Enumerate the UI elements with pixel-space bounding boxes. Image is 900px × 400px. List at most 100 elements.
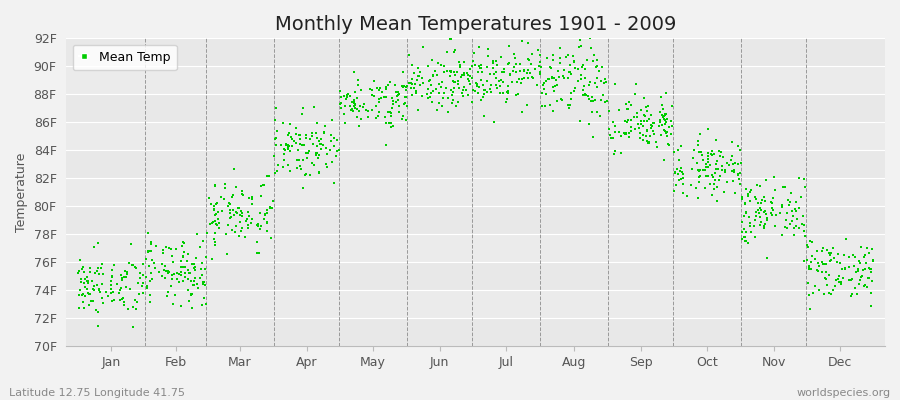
Point (639, 108, 653, 114)
Point (128, 263, 142, 270)
Point (104, 282, 118, 288)
Point (757, 208, 771, 215)
Point (310, 154, 325, 161)
Point (788, 206, 802, 212)
Point (83, 269, 97, 275)
Point (172, 279, 186, 285)
Point (673, 168, 688, 174)
Point (779, 217, 794, 223)
Point (438, 85, 453, 92)
Point (122, 286, 137, 292)
Point (857, 254, 871, 260)
Point (143, 292, 157, 298)
Point (369, 103, 383, 110)
Point (361, 114, 375, 120)
Point (541, 76, 555, 82)
Point (117, 273, 131, 280)
Point (115, 295, 130, 301)
Point (278, 147, 293, 153)
Point (292, 140, 307, 147)
Point (562, 69, 576, 75)
Point (268, 135, 283, 141)
Point (297, 142, 311, 148)
Point (692, 174, 706, 180)
Point (691, 195, 706, 201)
Point (835, 266, 850, 272)
Point (142, 262, 157, 269)
Point (77, 284, 92, 290)
Point (235, 188, 249, 194)
Point (105, 298, 120, 304)
Point (492, 78, 507, 84)
Point (608, 123, 622, 129)
Point (135, 290, 149, 296)
Point (254, 223, 268, 230)
Point (212, 225, 226, 231)
Point (484, 89, 499, 95)
Point (346, 108, 360, 114)
Point (450, 99, 464, 105)
Point (499, 98, 513, 105)
Point (612, 107, 626, 113)
Point (452, 59, 466, 66)
Point (202, 195, 216, 201)
Point (802, 263, 816, 269)
Point (474, 62, 489, 68)
Point (332, 88, 347, 94)
Point (115, 274, 130, 281)
Point (690, 138, 705, 144)
Point (593, 113, 608, 120)
Point (292, 157, 306, 163)
Point (737, 234, 751, 240)
Point (95, 300, 110, 306)
Point (568, 84, 582, 91)
Point (319, 145, 333, 151)
Point (296, 157, 310, 163)
Point (731, 143, 745, 150)
Point (245, 200, 259, 207)
Point (742, 189, 757, 195)
Point (320, 164, 335, 170)
Point (619, 130, 634, 136)
Point (405, 92, 419, 98)
Point (223, 214, 238, 220)
Point (310, 152, 324, 158)
Point (561, 75, 575, 81)
Point (313, 146, 328, 152)
Point (392, 103, 406, 109)
Point (198, 282, 212, 288)
Point (208, 201, 222, 207)
Point (245, 196, 259, 203)
Point (510, 91, 525, 97)
Point (471, 90, 485, 96)
Point (845, 276, 859, 282)
Point (717, 189, 732, 196)
Point (812, 286, 826, 293)
Point (161, 268, 176, 274)
Point (838, 266, 852, 272)
Point (447, 46, 462, 53)
Point (556, 66, 571, 73)
Point (656, 106, 670, 113)
Point (446, 78, 460, 84)
Point (709, 161, 724, 168)
Point (686, 155, 700, 161)
Point (780, 197, 795, 203)
Point (734, 219, 749, 226)
Point (177, 270, 192, 276)
Point (572, 118, 587, 124)
Point (294, 142, 309, 148)
Point (222, 201, 237, 208)
Point (768, 187, 782, 194)
Point (563, 90, 578, 97)
Point (294, 111, 309, 118)
Point (249, 239, 264, 245)
Point (426, 88, 440, 94)
Point (104, 278, 118, 284)
Point (819, 276, 833, 282)
Point (113, 285, 128, 291)
Point (424, 90, 438, 96)
Point (554, 96, 568, 102)
Point (249, 250, 264, 256)
Point (105, 274, 120, 280)
